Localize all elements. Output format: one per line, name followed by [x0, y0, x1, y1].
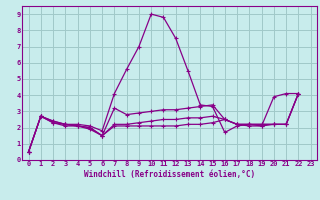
X-axis label: Windchill (Refroidissement éolien,°C): Windchill (Refroidissement éolien,°C) [84, 170, 255, 179]
